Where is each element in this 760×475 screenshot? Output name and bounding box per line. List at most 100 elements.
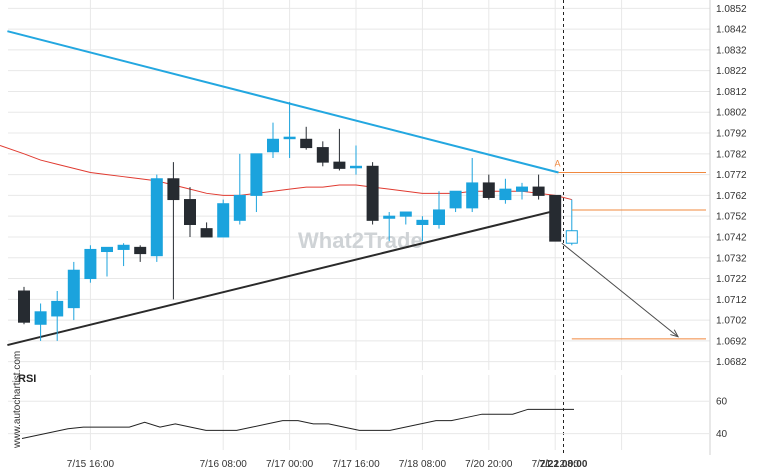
x-tick-label: 7/17 00:00 [266,459,314,470]
candle [333,128,346,171]
candle-body [34,311,47,325]
candle-body [233,194,246,221]
candle [84,245,97,283]
y-tick-label: 1.0692 [716,336,747,347]
price-levels: A [555,0,706,455]
candle [316,141,329,167]
rsi-label: RSI [18,373,36,385]
candle [449,190,462,213]
candle [565,199,578,246]
trend-lines [7,30,559,347]
y-tick-label: 1.0702 [716,316,747,327]
candle [117,243,130,267]
candle-body [333,161,346,169]
candle-body [549,194,562,242]
candle-body [67,269,80,309]
candle-body [565,230,578,244]
candle-body [449,190,462,209]
rsi-tick-label: 60 [716,397,728,408]
x-tick-label: 7/16 08:00 [200,459,248,470]
candle-body [383,215,396,219]
candle [267,122,279,158]
candle [532,174,545,200]
candle-body [416,219,429,225]
y-tick-label: 1.0742 [716,232,747,243]
candle-body [267,138,279,153]
y-tick-label: 1.0682 [716,357,747,368]
y-tick-label: 1.0832 [716,45,747,56]
rsi-line [21,408,574,440]
candle-body [516,186,528,192]
candle [217,199,230,238]
rsi-tick-label: 40 [716,429,728,440]
candle [18,286,30,325]
side-credit: www.autochartist.com [12,351,23,449]
candle [101,246,113,277]
candle [350,145,362,175]
support-line [7,208,559,347]
candle-body [366,165,379,221]
y-tick-label: 1.0812 [716,87,747,98]
candle [433,191,445,229]
candle-body [466,182,479,209]
y-tick-label: 1.0772 [716,170,747,181]
y-tick-label: 1.0752 [716,212,747,223]
candle-body [84,248,97,280]
y-tick-label: 1.0792 [716,129,747,140]
candle [233,153,246,225]
y-tick-label: 1.0782 [716,149,747,160]
candle-body [167,178,180,201]
candle [549,194,562,242]
candles [18,101,578,341]
x-tick-label: 7/20 20:00 [465,459,513,470]
candle [34,303,47,341]
candle [300,126,313,150]
candle-body [184,199,196,225]
watermark: What2Trade [298,228,423,253]
candle-body [499,188,512,201]
candle [200,222,213,238]
candle [416,216,429,242]
candle [516,182,528,200]
candle-body [283,136,296,140]
candle-body [433,209,445,225]
y-tick-label: 1.0712 [716,295,747,306]
candle [482,174,495,200]
candle [250,153,263,213]
x-tick-label: 7/17 16:00 [332,459,380,470]
x-tick-label: 7/15 16:00 [67,459,115,470]
candle-body [532,186,545,196]
candle [283,101,296,158]
candle-body [300,138,313,149]
rsi-panel: RSI 60 40 [8,373,728,440]
candle-body [399,211,412,217]
candle-body [18,290,30,323]
candle-body [217,203,230,238]
candle [67,261,80,321]
x-tick-label: 7/22 08:00 [540,459,588,470]
alert-marker: A [555,159,561,169]
y-tick-label: 1.0852 [716,4,747,15]
y-tick-label: 1.0762 [716,191,747,202]
candle [134,245,147,262]
candle [466,157,479,213]
candle-body [101,246,113,253]
projection-arrow [561,242,679,338]
y-tick-label: 1.0732 [716,253,747,264]
candle [499,178,512,204]
candle [399,211,412,225]
y-tick-label: 1.0842 [716,25,747,36]
candle-body [134,246,147,255]
candle-body [350,165,362,169]
candle [150,174,163,262]
candle [366,162,379,225]
x-tick-label: 7/18 08:00 [399,459,447,470]
candle [184,187,196,237]
y-tick-label: 1.0822 [716,66,747,77]
candle-body [150,178,163,257]
candle [51,291,64,341]
candle-body [316,147,329,163]
candle-body [482,182,495,198]
